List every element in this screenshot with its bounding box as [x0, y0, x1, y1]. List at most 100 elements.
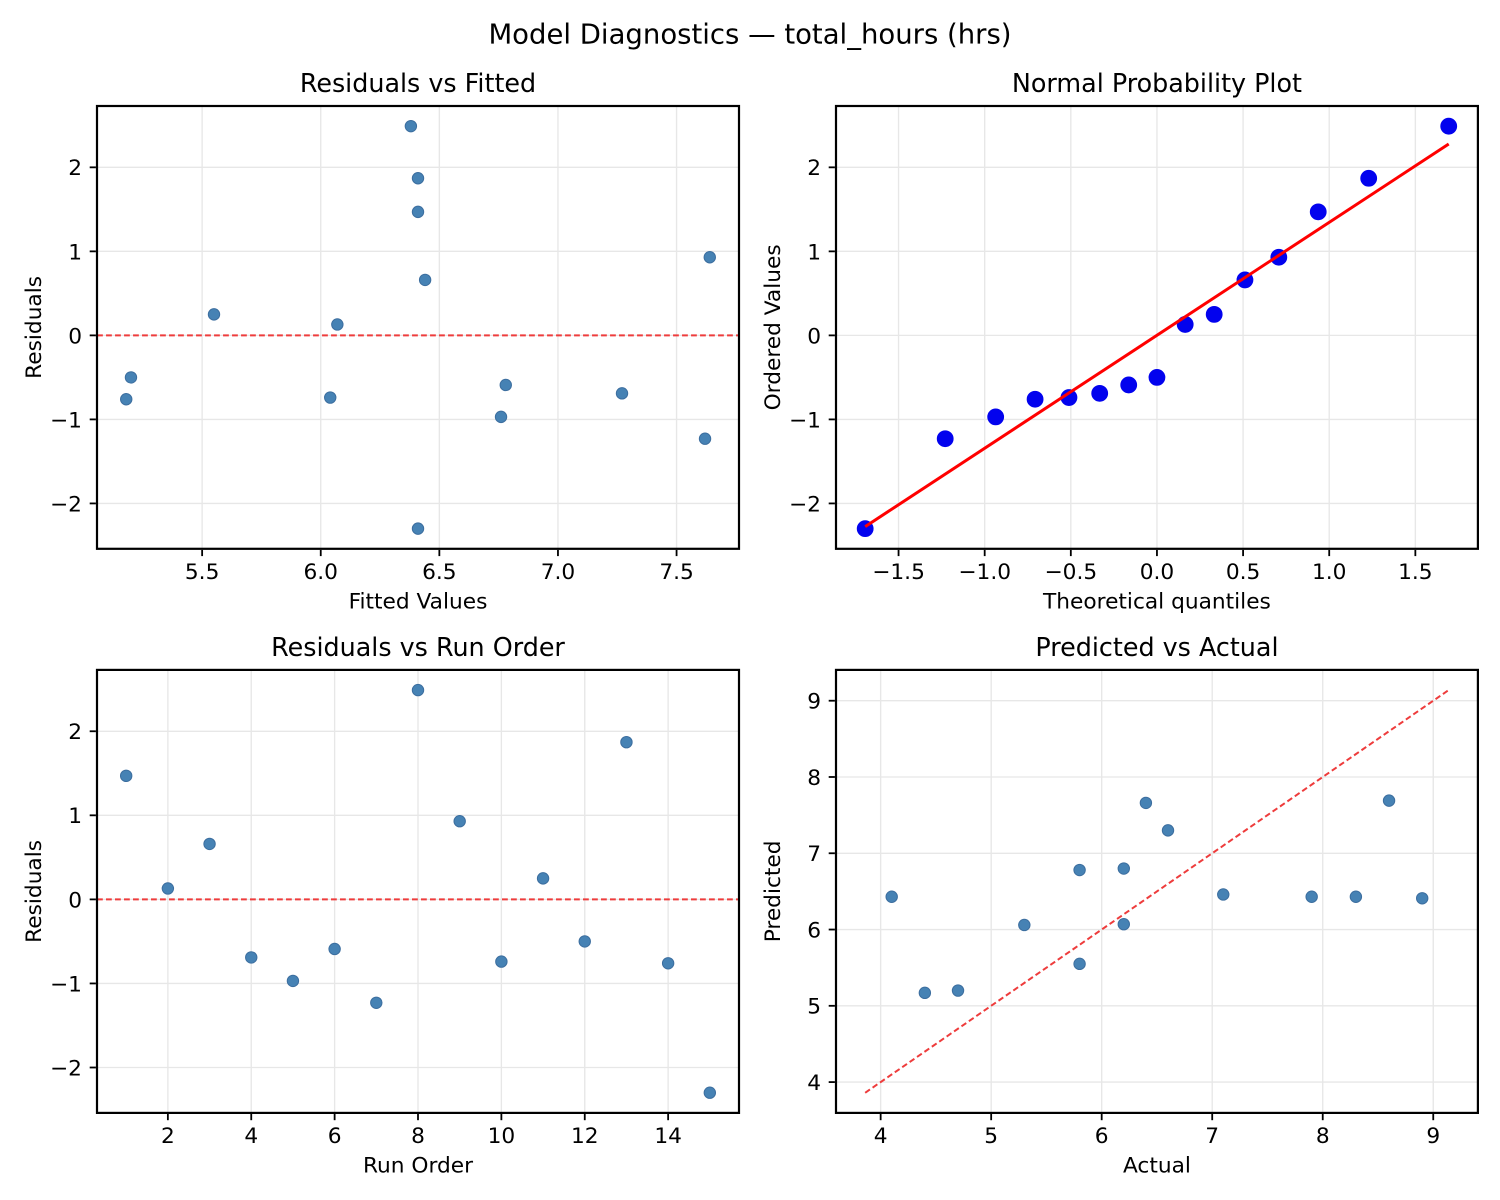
- panel-title: Predicted vs Actual: [1035, 632, 1278, 662]
- x-tick-label: 8: [411, 1124, 425, 1149]
- data-point: [1117, 862, 1130, 875]
- data-point: [698, 432, 712, 445]
- data-point: [1091, 384, 1109, 402]
- data-point: [1161, 824, 1175, 837]
- data-point: [1440, 117, 1458, 135]
- data-point: [124, 371, 138, 384]
- identity-line: [864, 689, 1450, 1094]
- data-point: [411, 522, 425, 535]
- y-tick-label: 5: [807, 995, 821, 1020]
- y-tick-label: 9: [807, 690, 821, 715]
- panel-title: Normal Probability Plot: [1012, 68, 1302, 98]
- data-point: [1117, 917, 1130, 931]
- y-tick-label: 1: [68, 804, 82, 829]
- panel-title: Residuals vs Run Order: [271, 632, 565, 662]
- data-point: [1217, 888, 1230, 901]
- gridlines: [97, 669, 739, 1113]
- data-point: [1073, 863, 1086, 877]
- y-tick-label: 0: [68, 888, 82, 913]
- axes-frame: [95, 104, 741, 550]
- data-point: [578, 935, 591, 948]
- data-point: [411, 205, 425, 219]
- data-point: [987, 408, 1005, 426]
- panel-residuals-vs-fitted: 5.5 6.0 6.5 7.0 7.5 −2 −1 0 1 2 Residuals vs Fitt…: [22, 68, 741, 614]
- x-tick-label: 7.5: [659, 560, 694, 585]
- normal-fit-line: [864, 142, 1450, 528]
- data-point: [1120, 376, 1138, 394]
- data-point: [1205, 305, 1223, 323]
- data-point: [536, 872, 550, 885]
- x-axis-label: Actual: [1123, 1153, 1191, 1178]
- data-point: [119, 769, 133, 783]
- data-point: [1026, 390, 1044, 408]
- x-tick-label: −1.0: [958, 560, 1011, 585]
- axes-frame: [95, 668, 741, 1115]
- data-point: [411, 683, 425, 697]
- data-point: [1360, 169, 1378, 187]
- x-tick-label: 4: [874, 1124, 888, 1149]
- data-point: [1139, 796, 1153, 810]
- y-tick-label: 1: [807, 240, 821, 265]
- y-tick-label: 2: [68, 720, 82, 745]
- data-point: [203, 837, 216, 851]
- x-tick-label: 8: [1316, 1124, 1330, 1149]
- y-tick-label: 2: [68, 156, 82, 181]
- y-axis-label: Residuals: [22, 276, 47, 379]
- plot-area: 5.5 6.0 6.5 7.0 7.5 −2 −1 0 1 2: [50, 104, 741, 585]
- data-point: [1349, 890, 1363, 903]
- y-axis-label: Ordered Values: [761, 244, 786, 410]
- x-axis-label: Theoretical quantiles: [1042, 589, 1271, 614]
- data-point: [495, 955, 508, 968]
- gridlines: [97, 106, 739, 549]
- figure-suptitle: Model Diagnostics — total_hours (hrs): [488, 19, 1011, 51]
- y-tick-label: −1: [789, 408, 821, 433]
- y-tick-label: −1: [50, 408, 82, 433]
- x-tick-label: 7: [1205, 1124, 1219, 1149]
- y-tick-label: 0: [807, 324, 821, 349]
- x-axis-label: Fitted Values: [349, 589, 488, 614]
- axis-ticks: 5.5 6.0 6.5 7.0 7.5 −2 −1 0 1 2: [50, 156, 694, 585]
- data-point: [494, 410, 508, 424]
- y-tick-label: −1: [50, 972, 82, 997]
- data-point: [411, 172, 425, 185]
- data-point: [1309, 203, 1327, 221]
- data-point: [499, 378, 512, 392]
- data-point: [615, 387, 629, 400]
- data-point: [418, 273, 432, 287]
- x-tick-label: 10: [488, 1124, 516, 1149]
- data-point: [453, 815, 466, 828]
- x-tick-label: 14: [654, 1124, 682, 1149]
- axis-ticks: 4 5 6 7 8 9 4 5 6 7 8 9: [807, 690, 1440, 1149]
- y-tick-label: 2: [807, 156, 821, 181]
- data-point: [1382, 794, 1396, 807]
- data-point: [661, 957, 675, 970]
- y-tick-label: −2: [50, 1056, 82, 1081]
- data-point: [885, 890, 898, 903]
- y-tick-label: −2: [50, 492, 82, 517]
- data-point: [245, 951, 258, 964]
- data-point: [370, 996, 383, 1009]
- gridlines: [836, 669, 1478, 1113]
- data-point: [331, 318, 344, 331]
- data-point: [161, 882, 175, 895]
- plot-area: −1.5 −1.0 −0.5 0.0 0.5 1.0 1.5 −2 −1 0 1 2: [789, 104, 1480, 585]
- y-tick-label: 4: [807, 1071, 821, 1096]
- x-tick-label: 6.5: [422, 560, 457, 585]
- axes-frame: [834, 668, 1480, 1115]
- data-point: [936, 430, 954, 448]
- data-point: [120, 393, 133, 406]
- scatter-points: [119, 683, 717, 1099]
- data-point: [1148, 368, 1166, 386]
- data-point: [324, 391, 337, 404]
- data-point: [1073, 957, 1086, 971]
- data-point: [404, 119, 418, 133]
- y-axis-label: Residuals: [22, 840, 47, 943]
- x-axis-label: Run Order: [363, 1153, 473, 1178]
- x-tick-label: 1.0: [1312, 560, 1347, 585]
